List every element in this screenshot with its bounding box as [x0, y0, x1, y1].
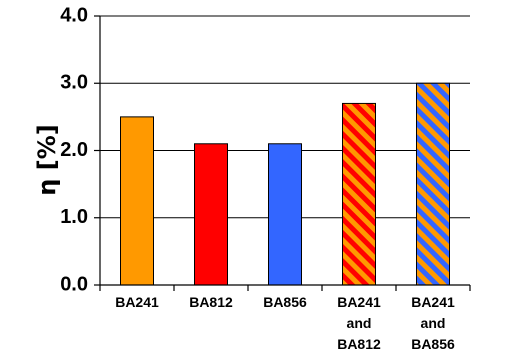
x-category-label: BA241: [115, 294, 159, 310]
bar-ba856: [268, 143, 302, 286]
bar-ba241: [120, 116, 154, 286]
x-tick-labels: BA241 BA812 BA856 BA241 and BA812 BA241 and BA85…: [115, 294, 455, 352]
x-category-label: BA812: [189, 294, 233, 310]
bars: [120, 82, 450, 286]
x-category-label: BA856: [263, 294, 307, 310]
y-axis-title: η [%]: [33, 124, 61, 195]
x-category-label: BA241 and BA856: [411, 294, 455, 352]
axes: [94, 15, 471, 291]
bar-ba241-and-ba856: [416, 82, 450, 286]
y-tick-label: 4.0: [60, 4, 88, 26]
bar-ba241-and-ba812: [342, 102, 376, 286]
y-tick-label: 0.0: [60, 273, 88, 295]
x-category-label: BA241 and BA812: [337, 294, 381, 352]
y-tick-labels: 0.0 1.0 2.0 3.0 4.0: [60, 4, 88, 295]
bar-ba812: [194, 143, 228, 286]
y-tick-label: 1.0: [60, 206, 88, 228]
y-tick-label: 3.0: [60, 72, 88, 94]
y-tick-label: 2.0: [60, 139, 88, 161]
